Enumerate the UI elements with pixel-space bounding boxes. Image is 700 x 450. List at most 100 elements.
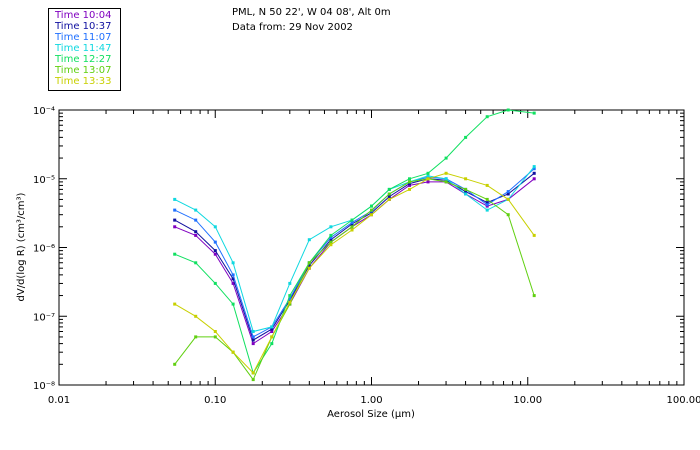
data-point	[288, 281, 292, 285]
series-line	[174, 172, 535, 341]
data-point	[506, 192, 510, 196]
y-axis-label: dV/d(log R) (cm³/cm³)	[16, 192, 27, 301]
data-point	[173, 218, 177, 222]
data-point	[213, 335, 217, 339]
x-axis-ticks: 0.01 0.10 1.00 10.00 100.00	[48, 110, 700, 406]
legend-entry: Time 13:07	[55, 65, 112, 76]
data-point	[370, 211, 373, 215]
data-point	[288, 294, 292, 298]
date-line: Data from: 29 Nov 2002	[232, 22, 353, 33]
data-point	[444, 171, 448, 175]
data-point	[485, 208, 489, 212]
series-layer	[173, 108, 536, 382]
data-point	[408, 182, 411, 186]
series-line	[174, 172, 535, 374]
data-point	[350, 225, 354, 229]
data-point	[231, 261, 235, 265]
data-point	[532, 171, 536, 175]
data-point	[173, 225, 177, 229]
data-point	[506, 197, 510, 201]
data-point	[288, 298, 292, 302]
data-point	[464, 135, 468, 139]
data-point	[231, 302, 235, 306]
data-point	[329, 243, 333, 247]
data-point	[231, 277, 235, 281]
data-point	[194, 314, 198, 318]
data-point	[485, 197, 489, 201]
data-point	[408, 183, 411, 187]
data-point	[213, 240, 217, 244]
data-point	[506, 108, 510, 112]
data-point	[194, 335, 198, 339]
data-point	[194, 230, 198, 234]
location-line: PML, N 50 22', W 04 08', Alt 0m	[232, 7, 391, 18]
data-point	[251, 338, 255, 342]
data-point	[307, 266, 311, 270]
y-tick-label: 10⁻⁶	[33, 244, 55, 255]
data-point	[532, 294, 536, 298]
y-tick-label: 10⁻⁵	[33, 175, 55, 186]
data-point	[329, 233, 333, 237]
data-point	[213, 252, 217, 256]
data-point	[307, 263, 311, 267]
data-point	[173, 208, 177, 212]
data-point	[387, 192, 391, 196]
data-point	[270, 325, 274, 329]
data-point	[485, 201, 489, 205]
data-point	[251, 330, 255, 333]
series-line	[174, 178, 535, 381]
data-point	[270, 327, 274, 331]
data-point	[350, 228, 354, 232]
data-point	[464, 177, 468, 181]
data-point	[387, 195, 391, 199]
x-tick-label: 100.00	[667, 395, 700, 406]
y-axis-ticks: 10⁻⁸ 10⁻⁷ 10⁻⁶ 10⁻⁵ 10⁻⁴	[33, 106, 684, 392]
data-point	[173, 302, 177, 306]
y-tick-label: 10⁻⁴	[33, 106, 55, 117]
data-point	[251, 378, 255, 382]
data-point	[173, 197, 177, 201]
data-point	[532, 111, 536, 115]
chart-header: PML, N 50 22', W 04 08', Alt 0m Data fro…	[232, 5, 391, 35]
series-line	[174, 178, 535, 345]
data-point	[231, 350, 235, 354]
y-tick-label: 10⁻⁸	[33, 381, 55, 392]
data-point	[173, 362, 177, 366]
x-tick-label: 1.00	[360, 395, 382, 406]
data-point	[231, 273, 235, 277]
legend-entry: Time 10:37	[55, 21, 112, 32]
plot-frame	[58, 109, 685, 386]
data-point	[307, 238, 311, 242]
data-point	[350, 218, 354, 222]
data-point	[426, 177, 430, 181]
x-tick-label: 0.01	[48, 395, 70, 406]
data-point	[270, 342, 274, 346]
data-point	[194, 208, 198, 212]
data-point	[213, 249, 217, 253]
series-line	[174, 166, 535, 333]
data-point	[426, 171, 430, 175]
data-point	[213, 225, 217, 229]
data-point	[444, 180, 448, 184]
data-point	[370, 213, 373, 217]
data-point	[464, 190, 468, 194]
data-point	[270, 330, 274, 333]
legend-entry: Time 13:33	[55, 76, 112, 87]
data-point	[288, 300, 292, 304]
data-point	[532, 165, 536, 169]
data-point	[231, 281, 235, 285]
legend-entry: Time 11:47	[55, 43, 112, 54]
data-point	[329, 225, 333, 229]
legend-entry: Time 10:04	[55, 10, 112, 21]
data-point	[329, 236, 333, 239]
data-point	[194, 233, 198, 237]
data-point	[532, 233, 536, 237]
data-point	[444, 177, 448, 181]
legend-entry: Time 12:27	[55, 54, 112, 65]
data-point	[251, 371, 255, 375]
data-point	[329, 238, 333, 242]
data-point	[408, 180, 411, 184]
data-point	[464, 187, 468, 191]
data-point	[370, 208, 373, 212]
data-point	[270, 335, 274, 339]
